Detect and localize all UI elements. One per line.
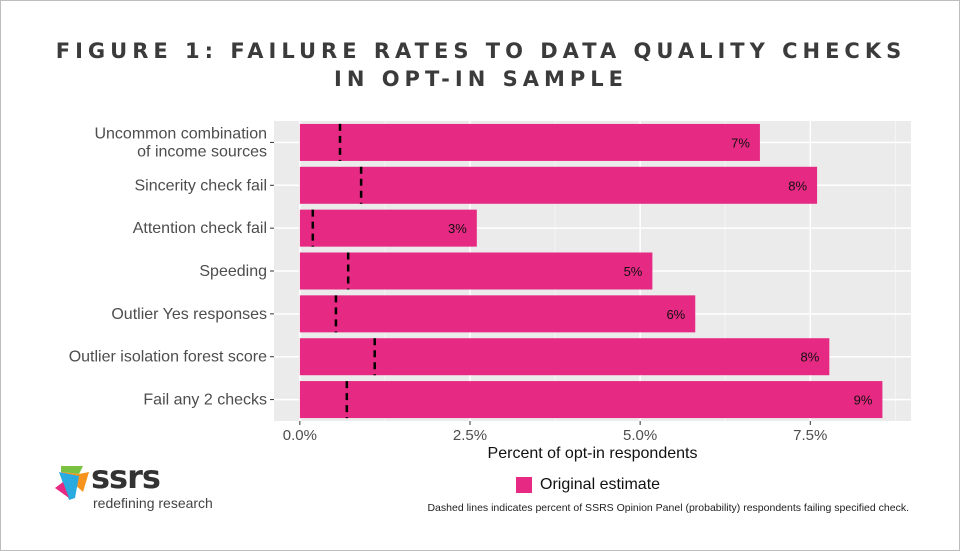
bar <box>299 338 830 376</box>
y-category-label: Attention check fail <box>133 220 267 237</box>
bar-data-label: 5% <box>624 264 643 279</box>
logo-mark-icon <box>55 466 89 500</box>
y-category-label: Uncommon combination of income sources <box>94 125 267 160</box>
x-tick-label: 5.0% <box>623 427 657 444</box>
y-category-label: Speeding <box>199 263 267 280</box>
logo-brand: ssrs <box>91 458 161 496</box>
bar <box>299 209 477 247</box>
legend: Original estimate <box>516 476 660 494</box>
x-tick-label: 2.5% <box>453 427 487 444</box>
logo-tagline: redefining research <box>93 495 213 511</box>
x-tick-label: 0.0% <box>283 427 317 444</box>
bar <box>299 123 760 161</box>
x-axis-title: Percent of opt-in respondents <box>488 445 698 462</box>
y-category-label: Fail any 2 checks <box>143 392 267 409</box>
bar <box>299 295 696 333</box>
bar <box>299 252 653 290</box>
bar-data-label: 8% <box>788 178 807 193</box>
y-category-label: Sincerity check fail <box>135 177 268 194</box>
ssrs-logo: ssrs redefining research <box>53 458 213 511</box>
bar <box>299 381 883 419</box>
legend-swatch <box>516 477 532 493</box>
bar-data-label: 3% <box>448 221 467 236</box>
y-category-label: Outlier isolation forest score <box>69 349 267 366</box>
y-category-label: Outlier Yes responses <box>111 306 267 323</box>
bar <box>299 166 818 204</box>
chart-title-line-1: FIGURE 1: FAILURE RATES TO DATA QUALITY … <box>55 39 907 63</box>
bar-data-label: 7% <box>731 135 750 150</box>
legend-label: Original estimate <box>540 476 661 493</box>
bar-data-label: 9% <box>854 393 873 408</box>
chart-title-line-2: IN OPT-IN SAMPLE <box>334 67 628 91</box>
footnote: Dashed lines indicates percent of SSRS O… <box>427 502 909 514</box>
bar-data-label: 8% <box>801 350 820 365</box>
bar-data-label: 6% <box>666 307 685 322</box>
x-tick-label: 7.5% <box>793 427 827 444</box>
